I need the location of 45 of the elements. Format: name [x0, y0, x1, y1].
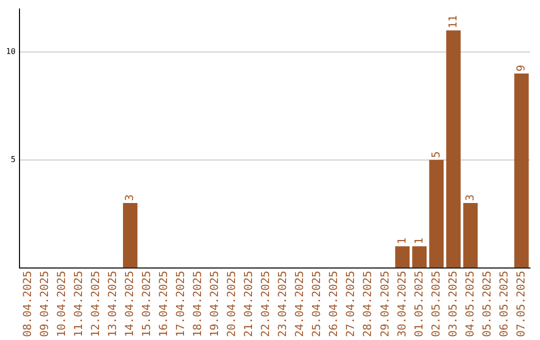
- x-tick-label: 05.05.2025: [480, 270, 494, 338]
- bar: [514, 74, 529, 268]
- x-tick-label: 19.04.2025: [208, 270, 222, 338]
- x-tick-label: 21.04.2025: [242, 270, 256, 338]
- x-tick-label: 18.04.2025: [191, 270, 204, 338]
- x-tick-label: 13.04.2025: [106, 270, 120, 338]
- x-tick-label: 29.04.2025: [378, 270, 392, 338]
- x-tick-label: 14.04.2025: [123, 270, 136, 338]
- x-tick-label: 11.04.2025: [72, 270, 86, 338]
- bar: [429, 160, 444, 268]
- bar: [122, 203, 138, 268]
- y-tick-label: 10: [6, 47, 16, 56]
- x-tick-label: 25.04.2025: [310, 270, 324, 338]
- data-label: 3: [463, 194, 476, 202]
- x-tick-label: 09.04.2025: [38, 270, 52, 338]
- x-tick-label: 10.04.2025: [55, 270, 68, 338]
- x-tick-label: 06.05.2025: [497, 270, 510, 338]
- x-tick-label: 07.05.2025: [514, 270, 528, 338]
- x-tick-label: 08.04.2025: [21, 270, 34, 338]
- x-tick-label: 01.05.2025: [412, 270, 426, 338]
- x-tick-label: 02.05.2025: [429, 270, 442, 338]
- x-tick-label: 27.04.2025: [344, 270, 358, 338]
- x-tick-label: 15.04.2025: [140, 270, 154, 338]
- x-tick-label: 16.04.2025: [157, 270, 170, 338]
- x-tick-label: 12.04.2025: [89, 270, 102, 338]
- x-tick-label: 04.05.2025: [463, 270, 476, 338]
- data-label: 1: [395, 238, 408, 244]
- bar: [463, 203, 478, 268]
- x-tick-label: 28.04.2025: [361, 270, 374, 338]
- data-label: 1: [412, 238, 426, 244]
- x-tick-label: 03.05.2025: [446, 270, 460, 338]
- x-tick-label: 30.04.2025: [395, 270, 408, 338]
- bar: [446, 30, 461, 268]
- data-label: 5: [429, 151, 442, 158]
- x-tick-label: 26.04.2025: [327, 270, 340, 338]
- data-label: 9: [514, 64, 528, 72]
- x-tick-label: 17.04.2025: [174, 270, 188, 338]
- data-label: 3: [123, 194, 136, 202]
- x-tick-label: 24.04.2025: [293, 270, 306, 338]
- x-tick-label: 22.04.2025: [259, 270, 272, 338]
- bar: [395, 246, 410, 268]
- bar: [412, 246, 427, 268]
- x-tick-label: 20.04.2025: [225, 270, 238, 338]
- x-tick-label: 23.04.2025: [276, 270, 290, 338]
- data-label: 11: [446, 15, 460, 28]
